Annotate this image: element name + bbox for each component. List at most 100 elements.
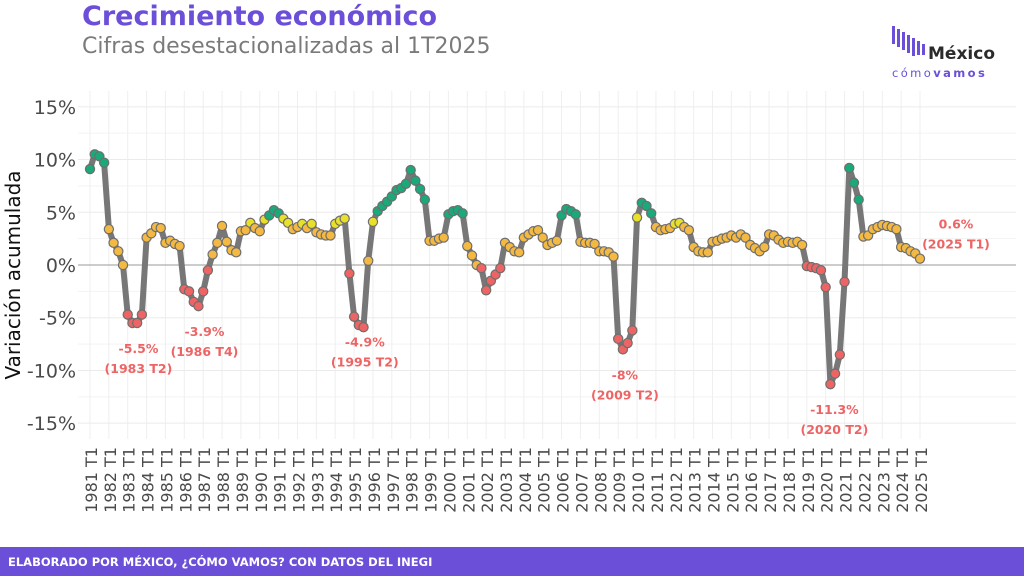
y-tick-label: -15% xyxy=(27,413,76,435)
x-tick-label: 2005 T1 xyxy=(535,447,554,513)
x-tick-label: 2022 T1 xyxy=(855,447,874,513)
x-tick-label: 2013 T1 xyxy=(686,447,705,513)
data-point xyxy=(551,235,563,246)
data-point xyxy=(230,247,242,258)
y-tick-label: 10% xyxy=(34,150,76,172)
annotation-value: 0.6% xyxy=(939,217,974,232)
data-point xyxy=(193,300,204,312)
x-tick-label: 2009 T1 xyxy=(610,447,629,513)
data-point xyxy=(405,164,416,176)
annotation-period: (1995 T2) xyxy=(331,355,399,370)
data-point xyxy=(532,224,544,236)
x-tick-label: 2019 T1 xyxy=(799,447,818,513)
data-point xyxy=(122,309,133,320)
x-tick-label: 1985 T1 xyxy=(157,447,176,513)
data-point xyxy=(339,213,350,224)
data-point xyxy=(683,224,695,236)
x-tick-label: 1998 T1 xyxy=(403,447,422,513)
annotation-value: -5.5% xyxy=(119,341,159,356)
data-point xyxy=(612,333,624,345)
annotation-period: (2020 T2) xyxy=(800,422,868,437)
x-tick-label: 2025 T1 xyxy=(912,447,931,513)
x-tick-label: 1997 T1 xyxy=(384,447,403,513)
data-point xyxy=(480,285,492,296)
x-tick-label: 2008 T1 xyxy=(591,447,610,513)
x-tick-label: 2014 T1 xyxy=(705,447,724,513)
mexico-como-vamos-logo: México cómovamos xyxy=(888,24,1018,84)
data-point xyxy=(914,253,926,264)
y-tick-label: 15% xyxy=(34,97,76,119)
footer-source: ELABORADO POR MÉXICO, ¿CÓMO VAMOS? CON D… xyxy=(8,555,433,569)
data-point xyxy=(631,212,643,223)
annotation-period: (2025 T1) xyxy=(922,237,990,252)
data-point xyxy=(103,223,115,235)
data-point xyxy=(462,240,473,252)
x-tick-label: 2004 T1 xyxy=(516,447,535,513)
annotation-value: -8% xyxy=(612,367,639,382)
data-points xyxy=(84,149,926,390)
logo-tagline: cómovamos xyxy=(892,66,988,80)
annotation-value: -3.9% xyxy=(185,324,225,339)
chart-title: Crecimiento económico xyxy=(82,1,438,32)
chart-subtitle: Cifras desestacionalizadas al 1T2025 xyxy=(82,34,491,59)
x-tick-label: 1983 T1 xyxy=(120,447,139,513)
x-tick-label: 1989 T1 xyxy=(233,447,252,513)
x-tick-label: 2007 T1 xyxy=(572,447,591,513)
data-point xyxy=(240,224,251,236)
data-point xyxy=(740,232,751,243)
data-point xyxy=(825,378,836,390)
data-point xyxy=(419,194,431,205)
y-tick-label: -10% xyxy=(27,360,76,382)
data-point xyxy=(622,337,633,349)
data-point xyxy=(476,262,487,274)
data-point xyxy=(820,281,831,293)
x-tick-label: 1999 T1 xyxy=(422,447,441,513)
logo-bars-icon xyxy=(892,26,925,56)
y-tick-label: -5% xyxy=(39,308,76,330)
data-point xyxy=(513,247,525,258)
data-point xyxy=(254,226,265,237)
data-point xyxy=(537,232,548,243)
data-point xyxy=(410,175,421,186)
data-point xyxy=(608,251,619,262)
x-tick-label: 2000 T1 xyxy=(440,447,459,513)
y-tick-label: 5% xyxy=(46,202,76,224)
x-tick-label: 2002 T1 xyxy=(478,447,497,513)
data-point xyxy=(84,163,96,175)
annotation-value: -4.9% xyxy=(345,335,385,350)
annotation-value: -11.3% xyxy=(810,402,859,417)
data-point xyxy=(645,208,657,219)
data-point xyxy=(495,262,506,274)
data-point xyxy=(358,322,369,333)
data-point xyxy=(589,238,600,250)
x-tick-label: 1994 T1 xyxy=(327,447,346,513)
data-point xyxy=(641,200,652,212)
data-point xyxy=(848,177,860,188)
x-tick-label: 1986 T1 xyxy=(176,447,195,513)
data-point xyxy=(98,157,110,168)
x-tick-label: 2006 T1 xyxy=(554,447,573,513)
growth-line-chart: -15% -10% -5% 0% 5% 10% 15% 1981 T1 1982 T1 1983 … xyxy=(1,91,1016,513)
x-tick-label: 2015 T1 xyxy=(723,447,742,513)
annotation-period: (1986 T4) xyxy=(171,344,239,359)
x-tick-label: 2016 T1 xyxy=(742,447,761,513)
data-point xyxy=(839,276,850,288)
x-tick-label: 2003 T1 xyxy=(497,447,516,513)
data-point xyxy=(136,309,148,320)
data-point xyxy=(216,220,228,232)
x-tick-label: 1992 T1 xyxy=(290,447,309,513)
data-point xyxy=(400,178,412,189)
data-point xyxy=(759,241,770,253)
data-point xyxy=(457,208,468,219)
x-tick-label: 2020 T1 xyxy=(818,447,837,513)
annotations: -5.5% (1983 T2) -3.9% (1986 T4) -4.9% (1995 T… xyxy=(105,217,990,437)
annotation-period: (2009 T2) xyxy=(591,387,659,402)
data-point xyxy=(570,209,581,220)
data-point xyxy=(844,162,855,174)
x-tick-label: 1991 T1 xyxy=(271,447,290,513)
data-point xyxy=(344,268,355,279)
data-point xyxy=(174,240,185,252)
data-point xyxy=(155,222,166,234)
data-point xyxy=(815,265,827,276)
x-tick-label: 1987 T1 xyxy=(195,447,214,513)
